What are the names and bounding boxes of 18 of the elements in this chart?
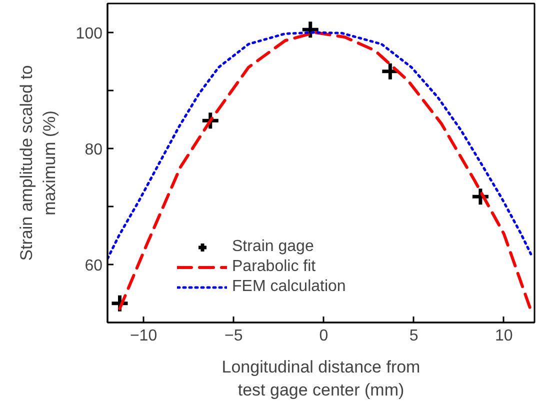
x-tick-label: −5 (224, 328, 243, 344)
x-tick-label: 5 (409, 328, 418, 344)
y-axis-title: Strain amplitude scaled to maximum (%) (17, 65, 59, 261)
legend-label: FEM calculation (232, 278, 346, 296)
x-tick-label: 10 (494, 328, 513, 344)
y-tick-label: 60 (84, 258, 103, 274)
y-tick-label: 100 (76, 26, 103, 42)
point (380, 62, 400, 82)
x-axis-title: Longitudinal distance from test gage center (mm) (222, 358, 420, 400)
x-tick-label: −10 (130, 328, 158, 344)
legend-label: Parabolic fit (232, 258, 316, 276)
line-series (108, 31, 532, 260)
y-tick-label: 80 (84, 142, 103, 158)
point (300, 20, 320, 40)
legend-label: Strain gage (232, 238, 314, 256)
point (470, 186, 490, 206)
line-series (118, 31, 532, 312)
x-tick-label: 0 (319, 328, 328, 344)
